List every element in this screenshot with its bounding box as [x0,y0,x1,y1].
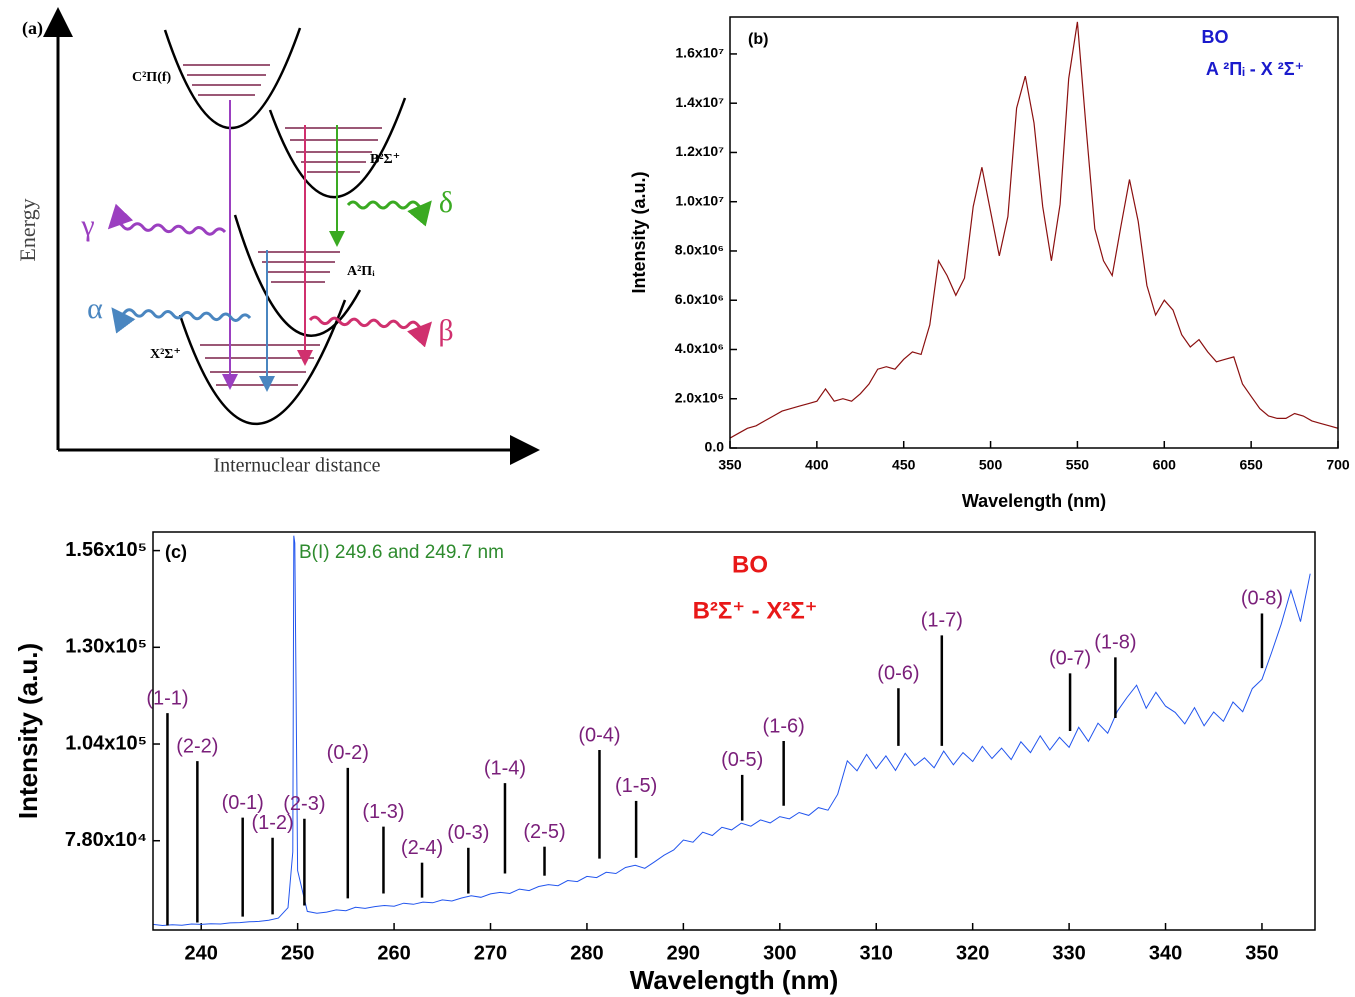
y-tick-label: 8.0x10⁶ [675,242,724,258]
band-label: (0-2) [327,742,369,764]
band-label: (1-5) [615,775,657,797]
band-label: (0-5) [721,749,763,771]
x-axis-label: Wavelength (nm) [630,965,838,995]
x-tick-label: 240 [185,942,218,964]
band-label: (0-7) [1049,648,1091,670]
x-tick-label: 300 [763,942,796,964]
y-tick-label: 1.6x10⁷ [675,45,724,61]
y-tick-label: 1.04x10⁵ [65,732,147,754]
x-tick-label: 340 [1149,942,1182,964]
x-tick-label: 330 [1052,942,1085,964]
y-axis-label: Intensity (a.u.) [629,171,649,293]
x-axis-label: Internuclear distance [213,455,380,477]
band-label: (2-5) [523,821,565,843]
band-label: (0-3) [447,822,489,844]
x-tick-label: 270 [474,942,507,964]
energy-diagram: (a) Energy Internuclear distance C²Π(f) … [15,7,540,477]
a-state-curve [233,214,362,337]
x-tick-label: 650 [1239,457,1263,473]
band-label: (2-4) [401,837,443,859]
state-label: B²Σ⁺ [370,152,400,167]
x-tick-label: 350 [1245,942,1278,964]
vibrational-levels [183,64,382,386]
y-tick-label: 0.0 [705,439,725,455]
y-axis-label: Energy [15,198,40,261]
y-tick-label: 1.56x10⁵ [65,539,147,561]
band-label: (2-3) [283,793,325,815]
plot-frame [152,531,1316,931]
chart-subtitle: B²Σ⁺ - X²Σ⁺ [693,597,818,624]
chart-title: BO [732,551,768,578]
y-tick-label: 6.0x10⁶ [675,291,724,307]
photon-wave [346,200,432,227]
x-tick-label: 400 [805,457,829,473]
panel-label: (a) [22,18,43,39]
panel-label: (b) [748,31,768,48]
x-tick-label: 600 [1153,457,1177,473]
x-tick-label: 310 [860,942,893,964]
x-tick-label: 550 [1066,457,1090,473]
x-tick-label: 320 [956,942,989,964]
band-label: (1-4) [484,757,526,779]
spectrum-line [730,21,1338,439]
annotation: B(I) 249.6 and 249.7 nm [299,542,504,563]
transition-label: β [438,314,453,347]
x-tick-label: 250 [281,942,314,964]
chart-subtitle: A ²Πᵢ - X ²Σ⁺ [1206,59,1304,79]
chart-title: BO [1202,27,1229,47]
chart-panel: 7.80x10⁴ 1.04x10⁵ 1.30x10⁵ 1.56x10⁵ 240 250 26… [13,531,1316,995]
band-label: (1-7) [921,610,963,632]
y-tick-label: 1.2x10⁷ [675,143,724,159]
x-tick-label: 450 [892,457,916,473]
x-tick-label: 260 [377,942,410,964]
x-axis-label: Wavelength (nm) [962,491,1106,511]
band-label: (1-3) [362,801,404,823]
band-label: (0-1) [222,792,264,814]
y-axis-label: Intensity (a.u.) [13,643,43,819]
band-label: (0-8) [1241,588,1283,610]
c-state-curve [163,27,302,130]
band-label: (1-2) [251,812,293,834]
y-tick-label: 2.0x10⁶ [675,389,724,405]
state-label: C²Π(f) [132,70,172,85]
y-tick-label: 1.4x10⁷ [675,94,724,110]
band-label: (1-1) [146,687,188,709]
state-label: A²Πᵢ [347,264,375,279]
x-tick-label: 290 [667,942,700,964]
y-tick-label: 1.0x10⁷ [675,192,724,208]
x-state-curve [178,299,347,425]
band-label: (1-8) [1094,632,1136,654]
transition-label: δ [439,186,453,219]
photon-wave [308,315,433,348]
chart-panel: 0.0 2.0x10⁶ 4.0x10⁶ 6.0x10⁶ 8.0x10⁶ 1.0x10⁷ 1.… [629,16,1350,511]
x-tick-label: 280 [570,942,603,964]
state-label: X²Σ⁺ [150,347,181,362]
x-tick-label: 500 [979,457,1003,473]
band-label: (1-6) [763,715,805,737]
band-label: (0-6) [877,663,919,685]
panel-label: (c) [165,542,187,562]
band-label: (2-2) [176,735,218,757]
transition-label: γ [80,209,94,242]
photon-wave [111,307,252,334]
x-tick-label: 700 [1326,457,1350,473]
y-tick-label: 4.0x10⁶ [675,340,724,356]
y-tick-label: 1.30x10⁵ [65,636,147,658]
band-label: (0-4) [578,724,620,746]
photon-wave [107,203,227,236]
x-tick-label: 350 [718,457,742,473]
plot-frame [729,16,1339,449]
y-tick-label: 7.80x10⁴ [65,829,147,851]
spectrum-line [153,535,1311,927]
transition-label: α [87,292,103,325]
